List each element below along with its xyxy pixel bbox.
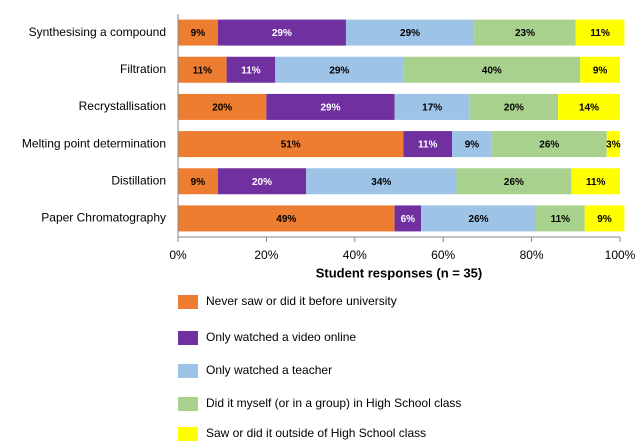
y-tick-label: Recrystallisation [79,99,166,113]
data-label: 20% [212,103,232,114]
y-tick-label: Synthesising a compound [29,25,166,39]
data-label: 11% [551,214,571,225]
data-label: 26% [469,214,489,225]
data-label: 20% [252,177,272,188]
bar-segment [394,205,422,232]
bar-segment [421,205,537,232]
data-label: 40% [482,65,502,76]
bar-segment [558,93,620,120]
legend-label: Did it myself (or in a group) in High Sc… [206,396,461,410]
data-label: 26% [504,177,524,188]
data-label: 9% [593,65,608,76]
x-axis-title: Student responses (n = 35) [316,265,483,280]
bar-segment [536,205,585,232]
data-label: 11% [193,65,213,76]
data-label: 3% [606,140,621,151]
legend-swatch [178,295,198,309]
bar-segment [491,131,607,158]
bar-segment [217,19,346,46]
bar-segment [580,56,620,83]
data-label: 11% [418,140,438,151]
bar-segment [469,93,559,120]
data-label: 20% [504,103,524,114]
bar-segment [306,168,457,195]
bar-segment [606,131,620,158]
data-label: 23% [515,28,535,39]
bar-segment [403,131,453,158]
data-label: 9% [191,28,206,39]
legend-label: Only watched a video online [206,330,356,344]
legend-swatch [178,364,198,378]
data-label: 29% [400,28,420,39]
x-tick-label: 20% [254,248,278,262]
bar-segment [226,56,276,83]
legend-swatch [178,427,198,441]
bar-segment [452,131,492,158]
bar-segment [217,168,307,195]
data-label: 51% [281,140,301,151]
legend-label: Saw or did it outside of High School cla… [206,426,426,440]
data-label: 14% [579,103,599,114]
bar-segment [584,205,625,232]
bar-segment [275,56,404,83]
bar-segment [178,56,227,83]
data-label: 34% [371,177,391,188]
data-label: 9% [191,177,206,188]
y-tick-label: Filtration [120,62,166,76]
legend-swatch [178,331,198,345]
data-label: 9% [465,140,480,151]
bar-segment [178,19,218,46]
data-label: 29% [320,103,340,114]
bar-segment [178,93,267,120]
data-label: 11% [241,65,261,76]
bar-segment [474,19,576,46]
data-label: 26% [539,140,559,151]
data-label: 29% [272,28,292,39]
data-label: 29% [329,65,349,76]
bar-segment [178,168,218,195]
bar-segment [394,93,470,120]
legend-swatch [178,397,198,411]
legend-label: Only watched a teacher [206,363,332,377]
data-label: 11% [586,177,606,188]
x-tick-label: 60% [431,248,455,262]
x-tick-label: 80% [520,248,544,262]
bar-segment [571,168,620,195]
data-label: 6% [401,214,416,225]
x-tick-label: 100% [605,248,635,262]
bar-segment [403,56,581,83]
bar-segment [345,19,475,46]
bar-segment [575,19,625,46]
bar-segment [178,131,404,158]
legend-label: Never saw or did it before university [206,294,397,308]
data-label: 17% [422,103,442,114]
bar-segment [178,205,395,232]
y-tick-label: Melting point determination [22,136,166,150]
x-tick-label: 0% [169,248,187,262]
data-label: 49% [276,214,296,225]
x-tick-label: 40% [343,248,367,262]
data-label: 11% [590,28,610,39]
y-tick-label: Paper Chromatography [41,211,166,225]
bar-segment [266,93,395,120]
y-tick-label: Distillation [111,173,166,187]
data-label: 9% [597,214,612,225]
bar-segment [456,168,572,195]
